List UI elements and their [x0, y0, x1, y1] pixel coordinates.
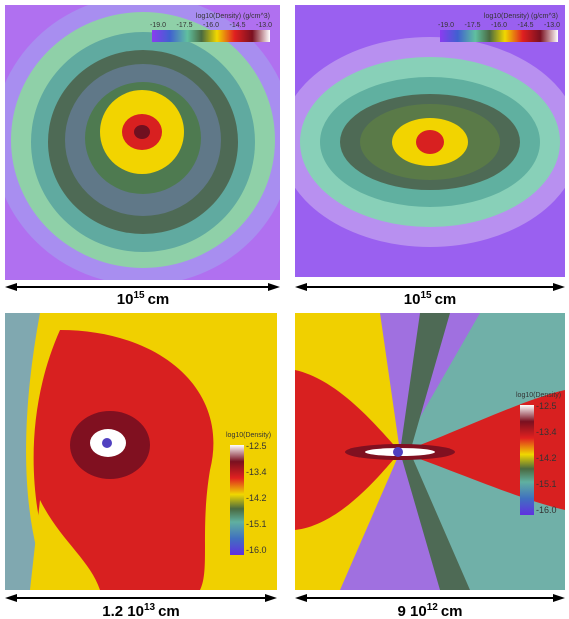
- scale-unit: cm: [441, 603, 463, 619]
- colorbar-title: log10(Density): [516, 392, 561, 399]
- colorbar-tick-label: -13.4: [536, 427, 557, 437]
- scale-arrows: [5, 283, 565, 602]
- colorbar: log10(Density) -12.5 -13.4 -14.2 -15.1 -16.0: [516, 392, 561, 515]
- colorbar-title: log10(Density) (g/cm^3): [484, 13, 558, 20]
- colorbar: log10(Density) -12.5 -13.4 -14.2 -15.1 -16.0: [226, 432, 271, 555]
- colorbar-tick-label: -16.0: [491, 22, 507, 29]
- colorbar-tick-label: -14.5: [230, 22, 246, 29]
- colorbar-title: log10(Density) (g/cm^3): [196, 13, 270, 20]
- scale-prefix: 10: [117, 291, 134, 308]
- colorbar-tick-label: -12.5: [536, 401, 557, 411]
- colorbar-bar: [440, 30, 558, 42]
- colorbar-tick-label: -14.5: [518, 22, 534, 29]
- colorbar-tick-label: -19.0: [438, 22, 454, 29]
- colorbar: log10(Density) (g/cm^3) -19.0 -17.5 -16.0 -1…: [438, 13, 560, 42]
- colorbar-title: log10(Density): [226, 432, 271, 439]
- colorbar-tick-label: -13.0: [256, 22, 272, 29]
- colorbar-tick-label: -17.5: [177, 22, 193, 29]
- colorbar-tick-label: -15.1: [536, 479, 557, 489]
- colorbar-tick-label: -16.0: [536, 505, 557, 515]
- scale-prefix: 1.2 10: [102, 603, 144, 619]
- scale-unit: cm: [435, 291, 457, 308]
- scale-exponent: 15: [133, 290, 145, 301]
- colorbar-tick-label: -14.2: [536, 453, 557, 463]
- colorbar: log10(Density) (g/cm^3) -19.0 -17.5 -16.0 -1…: [150, 13, 272, 42]
- scale-unit: cm: [148, 291, 170, 308]
- scale-label: 9 1012 cm: [397, 602, 462, 619]
- colorbar-tick-label: -16.0: [203, 22, 219, 29]
- colorbar-tick-label: -15.1: [246, 519, 267, 529]
- scale-unit: cm: [158, 603, 180, 619]
- colorbar-bar: [152, 30, 270, 42]
- scale-prefix: 10: [404, 291, 421, 308]
- scale-label: 1.2 1013 cm: [102, 602, 180, 619]
- colorbar-tick-label: -12.5: [246, 441, 267, 451]
- colorbar-tick-label: -17.5: [465, 22, 481, 29]
- panel-image: [5, 5, 280, 280]
- scale-label: 1015 cm: [117, 290, 170, 308]
- colorbar-tick-label: -13.4: [246, 467, 267, 477]
- colorbar-bar: [230, 445, 244, 555]
- panel-image: [295, 5, 565, 277]
- scale-exponent: 15: [420, 290, 432, 301]
- colorbar-tick-label: -14.2: [246, 493, 267, 503]
- colorbar-tick-label: -19.0: [150, 22, 166, 29]
- scale-label: 1015 cm: [404, 290, 457, 308]
- colorbar-tick-label: -13.0: [544, 22, 560, 29]
- colorbar-tick-label: -16.0: [246, 545, 267, 555]
- colorbar-bar: [520, 405, 534, 515]
- scale-exponent: 13: [144, 602, 156, 613]
- scale-exponent: 12: [427, 602, 439, 613]
- scale-prefix: 9 10: [397, 603, 426, 619]
